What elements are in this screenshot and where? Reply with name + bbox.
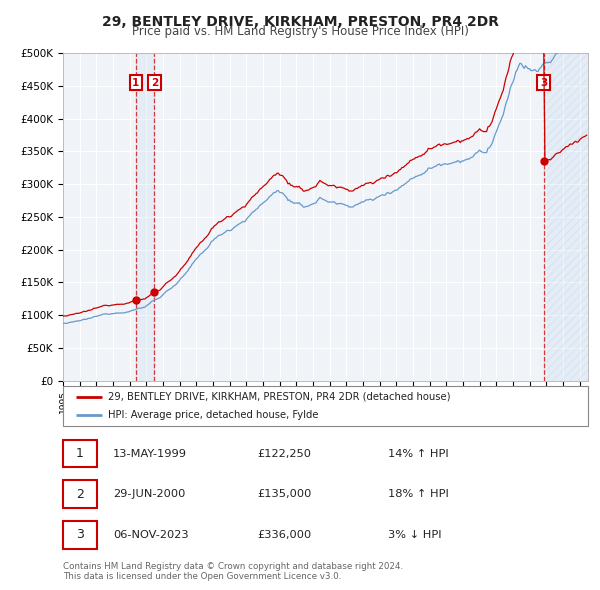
Text: 29, BENTLEY DRIVE, KIRKHAM, PRESTON, PR4 2DR: 29, BENTLEY DRIVE, KIRKHAM, PRESTON, PR4…: [101, 15, 499, 29]
Text: Contains HM Land Registry data © Crown copyright and database right 2024.: Contains HM Land Registry data © Crown c…: [63, 562, 403, 571]
Bar: [544, 53, 588, 381]
FancyBboxPatch shape: [63, 480, 97, 508]
Text: £135,000: £135,000: [257, 489, 311, 499]
Bar: [136, 53, 154, 381]
Text: This data is licensed under the Open Government Licence v3.0.: This data is licensed under the Open Gov…: [63, 572, 341, 581]
Text: 14% ↑ HPI: 14% ↑ HPI: [389, 448, 449, 458]
FancyBboxPatch shape: [63, 440, 97, 467]
Text: 3% ↓ HPI: 3% ↓ HPI: [389, 530, 442, 540]
Text: 3: 3: [540, 77, 547, 87]
Text: 1: 1: [132, 77, 139, 87]
Text: 2: 2: [76, 487, 84, 501]
Text: Price paid vs. HM Land Registry's House Price Index (HPI): Price paid vs. HM Land Registry's House …: [131, 25, 469, 38]
Text: 13-MAY-1999: 13-MAY-1999: [113, 448, 187, 458]
Text: 29, BENTLEY DRIVE, KIRKHAM, PRESTON, PR4 2DR (detached house): 29, BENTLEY DRIVE, KIRKHAM, PRESTON, PR4…: [107, 392, 450, 402]
Text: 1: 1: [76, 447, 84, 460]
Text: 18% ↑ HPI: 18% ↑ HPI: [389, 489, 449, 499]
Text: 2: 2: [151, 77, 158, 87]
Text: 06-NOV-2023: 06-NOV-2023: [113, 530, 188, 540]
FancyBboxPatch shape: [63, 521, 97, 549]
Text: 29-JUN-2000: 29-JUN-2000: [113, 489, 185, 499]
Text: HPI: Average price, detached house, Fylde: HPI: Average price, detached house, Fyld…: [107, 410, 318, 420]
Text: 3: 3: [76, 528, 84, 541]
Text: £122,250: £122,250: [257, 448, 311, 458]
Text: £336,000: £336,000: [257, 530, 311, 540]
